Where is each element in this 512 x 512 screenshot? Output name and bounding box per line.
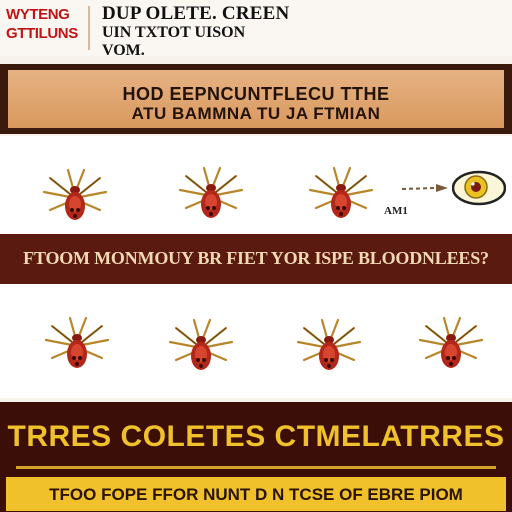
title-band: HOD EEPNCUNTFLECU TTHE ATU BAMMNA TU JA … — [8, 70, 504, 128]
header: WYTENG GTTILUNS DUP OLETE. CREEN UIN TXT… — [0, 0, 512, 59]
title-band-line-2: ATU BAMMNA TU JA FTMIAN — [131, 104, 381, 123]
header-divider — [88, 6, 90, 50]
tick-insect-icon — [416, 314, 486, 376]
logo-line-1: WYTENG — [6, 6, 70, 23]
header-line-3: VOM. — [102, 42, 145, 59]
tick-insect-icon — [176, 164, 246, 226]
footer-divider — [16, 466, 496, 469]
tick-insect-icon — [306, 164, 376, 226]
footer-subtitle-strip: TFOO FOPE FFOR NUNT D N TCSE OF EBRE PIO… — [6, 477, 506, 511]
logo: WYTENG GTTILUNS — [6, 6, 80, 50]
eye-icon — [452, 170, 506, 206]
tick-insect-icon — [166, 316, 236, 378]
footer-title: TRRES COLETES CTMELATRRES — [7, 420, 505, 453]
footer-subtitle: TFOO FOPE FFOR NUNT D N TCSE OF EBRE PIO… — [49, 485, 463, 504]
tick-insect-icon — [40, 166, 110, 228]
tick-insect-icon — [294, 316, 364, 378]
title-band-line-1: HOD EEPNCUNTFLECU TTHE — [122, 84, 390, 104]
tick-insect-icon — [42, 314, 112, 376]
creature-row-1 — [0, 136, 512, 234]
annotation-label: AM1 — [384, 205, 408, 217]
title-band-frame: HOD EEPNCUNTFLECU TTHE ATU BAMMNA TU JA … — [0, 64, 512, 134]
logo-line-2: GTTILUNS — [6, 25, 78, 42]
header-line-1: DUP OLETE. CREEN — [102, 3, 290, 24]
header-line-2: UIN TXTOT UISON — [102, 24, 246, 41]
footer-block: TRRES COLETES CTMELATRRES TFOO FOPE FFOR… — [0, 402, 512, 512]
question-band: FTOOM MONMOUY BR FIET YOR ISPE BLOODNLEE… — [0, 234, 512, 284]
arrow-icon — [401, 184, 448, 192]
question-text: FTOOM MONMOUY BR FIET YOR ISPE BLOODNLEE… — [23, 248, 489, 268]
header-text: DUP OLETE. CREEN UIN TXTOT UISON VOM. — [102, 4, 502, 60]
